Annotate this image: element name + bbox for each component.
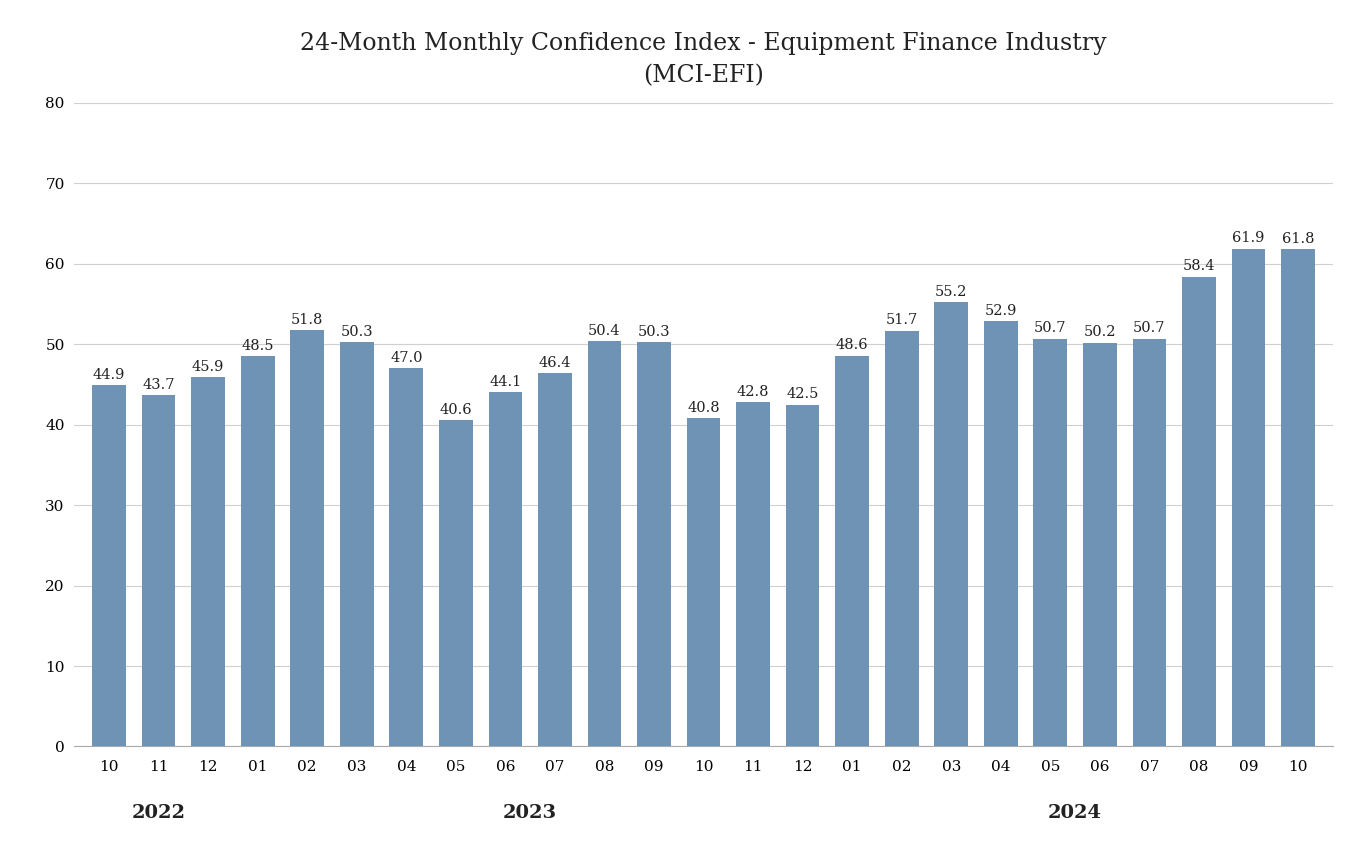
Text: 47.0: 47.0	[390, 351, 422, 366]
Text: 48.6: 48.6	[836, 338, 869, 353]
Text: 2024: 2024	[1049, 805, 1103, 822]
Title: 24-Month Monthly Confidence Index - Equipment Finance Industry
(MCI-EFI): 24-Month Monthly Confidence Index - Equi…	[300, 32, 1107, 88]
Text: 48.5: 48.5	[241, 339, 273, 353]
Bar	[340, 341, 373, 746]
Bar	[1082, 342, 1116, 746]
Bar	[637, 341, 671, 746]
Text: 50.7: 50.7	[1134, 322, 1166, 335]
Text: 55.2: 55.2	[935, 285, 967, 299]
Text: 61.9: 61.9	[1233, 232, 1265, 245]
Bar	[142, 395, 176, 746]
Text: 2023: 2023	[503, 805, 557, 822]
Bar	[538, 373, 572, 746]
Text: 40.6: 40.6	[440, 402, 472, 417]
Text: 50.3: 50.3	[637, 324, 670, 339]
Bar	[438, 420, 472, 746]
Bar	[1281, 250, 1315, 746]
Text: 2022: 2022	[131, 805, 185, 822]
Text: 51.7: 51.7	[886, 313, 917, 328]
Bar	[984, 321, 1017, 746]
Text: 45.9: 45.9	[192, 360, 225, 374]
Text: 44.1: 44.1	[490, 374, 521, 389]
Bar	[885, 330, 919, 746]
Bar	[291, 329, 325, 746]
Bar	[835, 355, 869, 746]
Bar	[736, 402, 770, 746]
Text: 50.2: 50.2	[1084, 325, 1116, 340]
Text: 43.7: 43.7	[142, 378, 175, 392]
Text: 50.7: 50.7	[1034, 322, 1066, 335]
Text: 51.8: 51.8	[291, 312, 323, 327]
Bar	[92, 385, 126, 746]
Text: 42.8: 42.8	[737, 385, 770, 399]
Bar	[1034, 339, 1068, 746]
Text: 46.4: 46.4	[538, 356, 571, 370]
Bar	[191, 378, 225, 746]
Bar	[1132, 339, 1166, 746]
Bar	[1183, 276, 1216, 746]
Bar	[390, 368, 423, 746]
Text: 61.8: 61.8	[1281, 233, 1314, 246]
Bar	[687, 418, 720, 746]
Bar	[241, 356, 275, 746]
Bar	[786, 405, 820, 746]
Text: 58.4: 58.4	[1183, 259, 1215, 274]
Text: 50.3: 50.3	[341, 324, 373, 339]
Text: 42.5: 42.5	[786, 387, 819, 402]
Bar	[587, 341, 621, 746]
Text: 50.4: 50.4	[589, 323, 621, 338]
Text: 44.9: 44.9	[93, 368, 126, 382]
Bar	[935, 302, 969, 746]
Text: 40.8: 40.8	[687, 401, 720, 415]
Text: 52.9: 52.9	[985, 304, 1017, 317]
Bar	[488, 392, 522, 746]
Bar	[1231, 249, 1265, 746]
